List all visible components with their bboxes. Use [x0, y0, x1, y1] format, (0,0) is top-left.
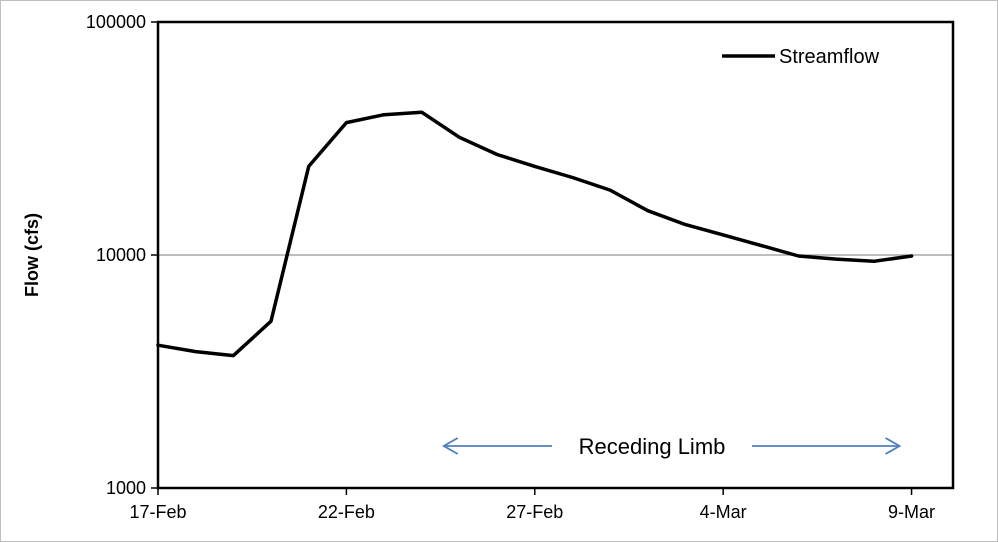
x-tick-label: 9-Mar [888, 502, 935, 522]
annotation-layer: Receding Limb [441, 434, 902, 459]
annotation-arrowhead-left [441, 437, 459, 455]
x-tick-label: 17-Feb [129, 502, 186, 522]
x-tick-label: 27-Feb [506, 502, 563, 522]
y-axis-title: Flow (cfs) [22, 213, 42, 297]
x-tick-label: 22-Feb [318, 502, 375, 522]
axes: 1000 10000 100000 17-Feb 22-Feb 27-Feb 4-Mar 9-… [22, 12, 955, 522]
annotation-arrowhead-right [885, 437, 902, 455]
y-tick-label: 10000 [96, 245, 146, 265]
y-tick-label: 100000 [86, 12, 146, 32]
series-line-streamflow [156, 110, 914, 358]
series-layer [156, 110, 914, 358]
x-tick-label: 4-Mar [700, 502, 747, 522]
legend: Streamflow [722, 46, 880, 68]
y-tick-label: 1000 [106, 478, 146, 498]
legend-label: Streamflow [779, 46, 880, 68]
annotation-label: Receding Limb [579, 434, 726, 459]
